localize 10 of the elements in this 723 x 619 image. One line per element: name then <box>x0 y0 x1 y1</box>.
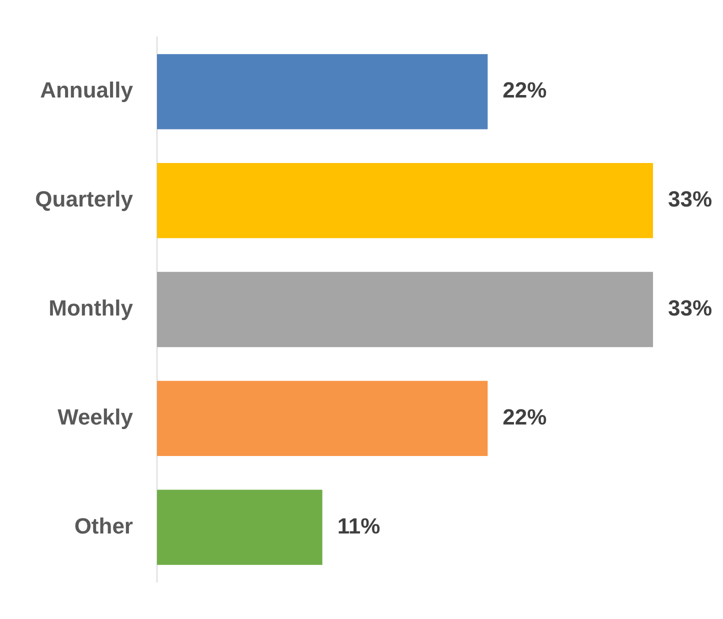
y-tick-label: Quarterly <box>35 186 134 212</box>
y-tick-label: Other <box>74 513 134 538</box>
data-label: 22% <box>502 78 547 103</box>
y-tick-label: Weekly <box>58 404 134 430</box>
data-label: 33% <box>668 296 712 321</box>
y-tick-label: Annually <box>40 78 134 103</box>
y-tick-label: Monthly <box>48 296 134 321</box>
data-label: 22% <box>502 404 547 430</box>
data-label: 11% <box>337 513 380 538</box>
data-label: 33% <box>668 186 712 212</box>
